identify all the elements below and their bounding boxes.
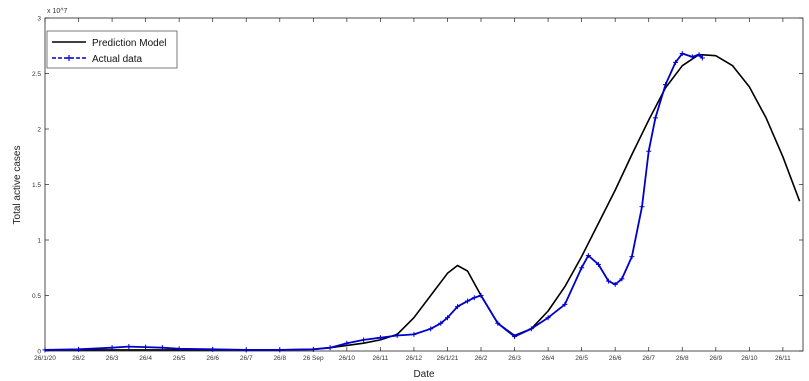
actual-data-point (639, 204, 645, 210)
actual-data-point (126, 344, 132, 350)
x-tick-label: 26/8 (273, 355, 286, 362)
actual-data-point (394, 332, 400, 338)
x-tick-label: 26/12 (406, 355, 423, 362)
actual-data-point (662, 82, 668, 88)
legend-label-prediction: Prediction Model (92, 38, 166, 49)
x-tick-label: 26/5 (173, 355, 186, 362)
actual-data-point (528, 326, 534, 332)
y-tick-label: 1.5 (32, 182, 41, 189)
x-tick-label: 26/4 (542, 355, 555, 362)
x-axis-label: Date (413, 369, 435, 380)
actual-data-point (585, 253, 591, 259)
actual-data-point (471, 295, 477, 301)
actual-data-point (595, 261, 601, 267)
y-tick-label: 2.5 (32, 71, 41, 78)
x-tick-label: 26/2 (72, 355, 85, 362)
actual-data-point (612, 281, 618, 287)
actual-data-point (109, 345, 115, 351)
x-tick-label: 26/6 (609, 355, 622, 362)
actual-data-point (629, 254, 635, 260)
series-layer (42, 51, 801, 353)
actual-data-point (646, 148, 652, 154)
actual-data-point (143, 344, 149, 350)
actual-data-point (512, 334, 518, 340)
actual-data-point (605, 278, 611, 284)
actual-data-point (377, 335, 383, 341)
actual-data-point (277, 347, 283, 353)
actual-data-point (310, 346, 316, 352)
x-tick-label: 26/10 (741, 355, 758, 362)
x-tick-label: 26/2 (475, 355, 488, 362)
actual-data-point (465, 298, 471, 304)
actual-data-point (696, 52, 702, 58)
actual-data-point (159, 345, 165, 351)
x-tick-label: 26/8 (676, 355, 689, 362)
x-tick-label: 26/3 (106, 355, 119, 362)
actual-data-point (76, 346, 82, 352)
actual-data-point (411, 331, 417, 337)
y-tick-label: 0 (37, 349, 41, 356)
legend-label-actual: Actual data (92, 54, 142, 65)
actual-data-point (327, 345, 333, 351)
actual-data-point (495, 320, 501, 326)
x-tick-label: 26/7 (240, 355, 253, 362)
x-tick-label: 26/10 (339, 355, 356, 362)
x-tick-label: 26/1/21 (437, 355, 459, 362)
y-tick-label: 3 (37, 16, 41, 23)
legend-marker-actual (66, 55, 72, 61)
x-tick-label: 26/3 (508, 355, 521, 362)
x-tick-label: 26/9 (709, 355, 722, 362)
actual-data-point (176, 346, 182, 352)
y-exponent-label: x 10^7 (47, 8, 68, 15)
actual-data-point (428, 326, 434, 332)
actual-data-point (455, 304, 461, 310)
x-tick-label: 26/6 (206, 355, 219, 362)
x-tick-label: 26/7 (642, 355, 655, 362)
y-axis-label: Total active cases (12, 146, 23, 225)
y-tick-label: 2 (37, 127, 41, 134)
actual-data-point (210, 346, 216, 352)
actual-data-point (619, 276, 625, 282)
legend-box (46, 30, 178, 69)
x-tick-label: 26/11 (775, 355, 791, 362)
legend: Prediction Model Actual data (46, 30, 178, 69)
ticks-layer: 0 0.5 1 1.5 2 2.5 3 26/1/20 26/2 26/3 26/4 26/5 26/6… (32, 16, 803, 362)
y-tick-label: 1 (37, 238, 41, 245)
x-tick-label: 26/5 (575, 355, 588, 362)
actual-data-point (344, 340, 350, 346)
x-tick-label: 26 Sep (303, 355, 324, 362)
actual-data-point (444, 315, 450, 321)
actual-data-point (699, 55, 705, 61)
actual-data-point (361, 337, 367, 343)
x-tick-label: 26/1/20 (34, 355, 56, 362)
x-tick-label: 26/11 (372, 355, 388, 362)
x-tick-label: 26/4 (139, 355, 152, 362)
actual-data-point (545, 315, 551, 321)
actual-data-point (673, 59, 679, 65)
actual-data-point (679, 51, 685, 57)
actual-data-point (689, 54, 695, 60)
actual-data-point (562, 301, 568, 307)
actual-data-point (478, 293, 484, 298)
actual-data-point (243, 347, 249, 353)
actual-data-point (579, 265, 585, 271)
actual-data-point (42, 347, 48, 353)
actual-data-point (652, 115, 658, 121)
y-tick-label: 0.5 (32, 293, 41, 300)
actual-data-point (438, 320, 444, 326)
